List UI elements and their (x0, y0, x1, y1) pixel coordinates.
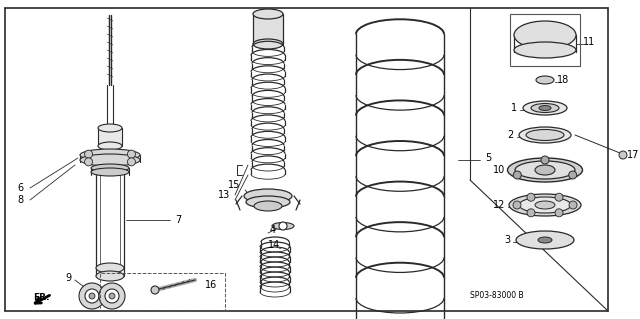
Text: 7: 7 (175, 215, 181, 225)
Circle shape (569, 201, 577, 209)
Ellipse shape (244, 189, 292, 203)
Text: 9: 9 (65, 273, 71, 283)
Ellipse shape (514, 21, 576, 49)
Text: 2: 2 (507, 130, 513, 140)
Text: 1: 1 (511, 103, 517, 113)
Ellipse shape (535, 165, 555, 175)
Ellipse shape (98, 142, 122, 150)
Ellipse shape (519, 197, 571, 213)
Ellipse shape (80, 149, 140, 161)
Circle shape (555, 193, 563, 201)
Circle shape (84, 158, 93, 166)
Ellipse shape (515, 161, 575, 179)
Ellipse shape (246, 196, 290, 208)
Text: 16: 16 (205, 280, 217, 290)
Circle shape (619, 151, 627, 159)
Ellipse shape (516, 231, 574, 249)
Text: 17: 17 (627, 150, 639, 160)
Text: 14: 14 (268, 240, 280, 250)
Ellipse shape (91, 168, 129, 176)
Circle shape (85, 289, 99, 303)
Ellipse shape (91, 164, 129, 172)
Ellipse shape (96, 263, 124, 273)
Circle shape (127, 158, 136, 166)
Circle shape (105, 289, 119, 303)
Circle shape (527, 193, 535, 201)
Ellipse shape (253, 9, 283, 19)
Text: 18: 18 (557, 75, 569, 85)
Circle shape (89, 293, 95, 299)
Circle shape (555, 209, 563, 217)
Text: 8: 8 (17, 195, 23, 205)
Ellipse shape (514, 42, 576, 58)
Ellipse shape (98, 124, 122, 132)
Circle shape (99, 283, 125, 309)
Ellipse shape (523, 101, 567, 115)
Ellipse shape (539, 106, 551, 110)
Circle shape (127, 150, 136, 158)
Ellipse shape (80, 154, 140, 166)
Circle shape (513, 171, 522, 179)
Text: 15: 15 (228, 180, 241, 190)
Circle shape (279, 222, 287, 230)
Ellipse shape (526, 130, 564, 140)
Ellipse shape (253, 39, 283, 49)
Text: 10: 10 (493, 165, 505, 175)
Circle shape (541, 156, 549, 164)
Bar (510, 14, 580, 66)
Ellipse shape (519, 127, 571, 143)
Bar (253, 14, 283, 44)
Text: 4: 4 (270, 225, 276, 235)
Circle shape (151, 286, 159, 294)
Bar (98, 128, 122, 146)
Bar (100, 273, 225, 311)
Text: SP03-83000 B: SP03-83000 B (470, 292, 524, 300)
Circle shape (79, 283, 105, 309)
Ellipse shape (535, 201, 555, 209)
Ellipse shape (538, 237, 552, 243)
Text: 12: 12 (493, 200, 505, 210)
Circle shape (569, 171, 577, 179)
Text: FR.: FR. (33, 293, 49, 302)
Circle shape (84, 150, 93, 158)
Text: 13: 13 (218, 190, 230, 200)
Ellipse shape (508, 158, 582, 182)
Ellipse shape (254, 201, 282, 211)
Text: 6: 6 (17, 183, 23, 193)
Circle shape (527, 209, 535, 217)
Ellipse shape (272, 222, 294, 229)
Ellipse shape (536, 76, 554, 84)
Circle shape (109, 293, 115, 299)
Text: 3: 3 (504, 235, 510, 245)
Ellipse shape (531, 103, 559, 113)
Ellipse shape (509, 194, 581, 216)
Text: 11: 11 (583, 37, 595, 47)
Ellipse shape (96, 271, 124, 281)
Circle shape (513, 201, 521, 209)
Text: 5: 5 (485, 153, 492, 163)
